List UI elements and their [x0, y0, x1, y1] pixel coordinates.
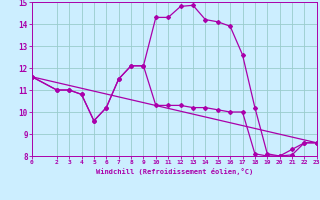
- X-axis label: Windchill (Refroidissement éolien,°C): Windchill (Refroidissement éolien,°C): [96, 168, 253, 175]
